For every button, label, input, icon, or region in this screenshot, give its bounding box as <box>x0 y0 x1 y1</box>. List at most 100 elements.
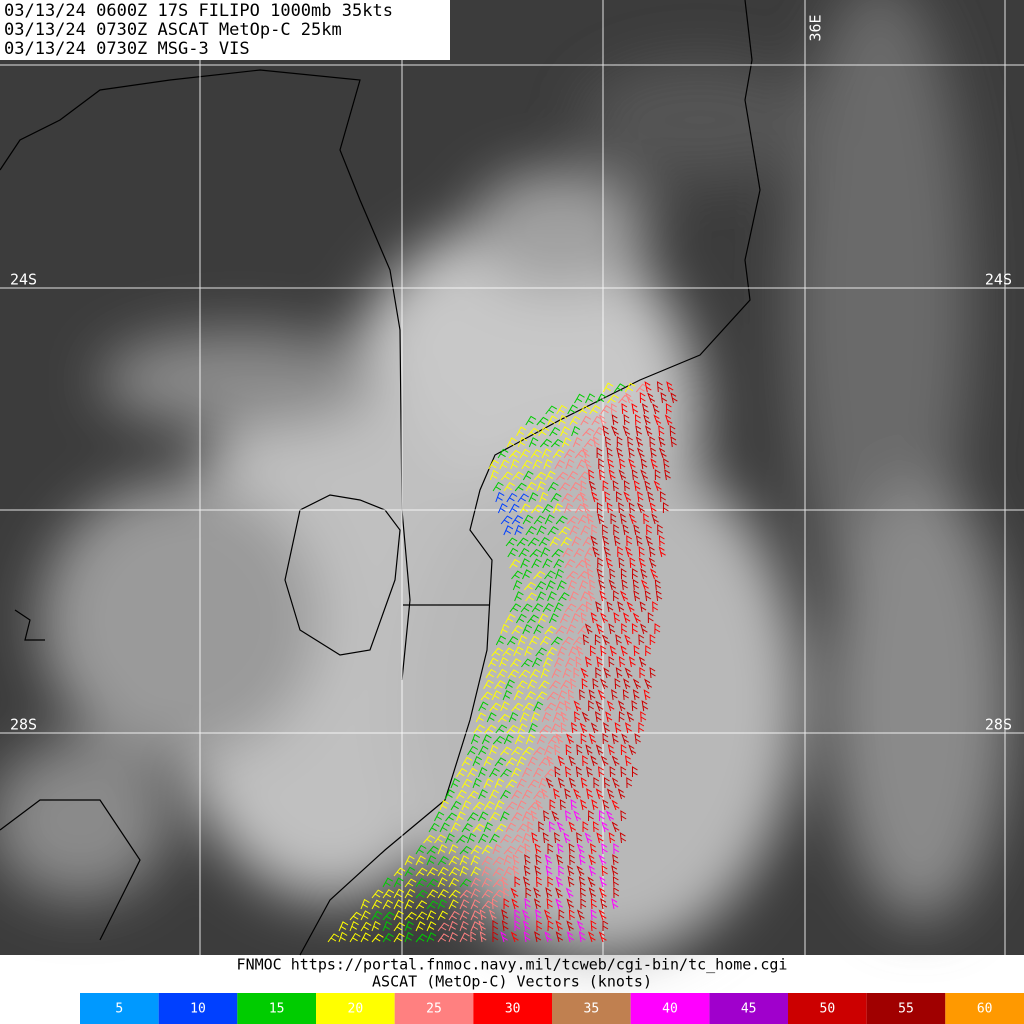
wind-barb <box>596 393 607 404</box>
wind-barb <box>580 525 591 536</box>
wind-barb <box>404 866 416 877</box>
wind-barb <box>654 469 661 481</box>
wind-barb <box>628 656 636 668</box>
wind-barb <box>610 513 617 525</box>
wind-barb <box>604 436 612 448</box>
wind-barb <box>514 482 527 492</box>
legend-swatch <box>394 993 474 1024</box>
wind-barb <box>494 757 507 767</box>
wind-barb <box>478 833 489 844</box>
footer-source: FNMOC https://portal.fnmoc.navy.mil/tcwe… <box>237 956 788 974</box>
wind-barb <box>478 766 488 778</box>
legend-swatch <box>709 993 788 1024</box>
wind-barb <box>538 537 550 547</box>
wind-barb <box>371 933 384 943</box>
wind-barb <box>611 755 620 767</box>
wind-barb <box>577 570 590 580</box>
wind-barb <box>555 568 564 580</box>
wind-barb <box>585 656 592 668</box>
wind-barb <box>544 625 557 635</box>
wind-barb <box>534 471 547 481</box>
wind-barb <box>611 821 620 833</box>
wind-barb <box>371 910 383 921</box>
wind-barb <box>500 931 508 943</box>
wind-barb <box>623 480 631 492</box>
wind-barb <box>512 865 520 877</box>
wind-barb <box>511 812 523 822</box>
wind-barb <box>592 546 600 558</box>
wind-barb <box>632 579 640 591</box>
header-line: 03/13/24 0730Z MSG-3 VIS <box>4 39 250 59</box>
wind-barb <box>475 712 487 723</box>
wind-barb <box>640 458 648 470</box>
legend-swatch <box>237 993 316 1024</box>
wind-barb <box>613 590 619 602</box>
wind-barb <box>624 755 632 767</box>
wind-barb <box>492 867 504 877</box>
wind-barb <box>522 876 531 888</box>
wind-barb <box>595 788 604 800</box>
wind-barb <box>434 811 445 822</box>
wind-barb <box>596 447 603 458</box>
wind-barb <box>483 679 494 690</box>
wind-barb <box>644 678 653 690</box>
wind-barb <box>575 645 584 657</box>
wind-barb <box>531 504 544 514</box>
wind-barb <box>649 667 656 679</box>
wind-barb <box>659 491 666 503</box>
wind-barb <box>404 899 415 910</box>
wind-barb <box>481 889 494 899</box>
wind-barb <box>415 878 427 888</box>
wind-barb <box>514 591 524 602</box>
wind-barb <box>544 470 556 481</box>
wind-barb <box>470 845 482 855</box>
wind-barb <box>509 558 521 569</box>
wind-barb <box>501 471 513 481</box>
wind-barb <box>524 898 531 910</box>
wind-barb <box>626 535 633 547</box>
wind-barb <box>527 679 538 690</box>
wind-barb <box>640 711 647 723</box>
wind-barb <box>601 865 608 877</box>
wind-barb <box>514 909 521 921</box>
wind-barb <box>621 733 629 745</box>
wind-barb <box>599 810 605 822</box>
legend-label: 30 <box>505 1002 521 1017</box>
wind-barb <box>615 667 623 679</box>
wind-barb <box>494 800 505 811</box>
wind-barb <box>503 898 510 910</box>
wind-barb <box>520 558 530 569</box>
wind-barb <box>603 546 611 558</box>
wind-barb <box>617 601 625 613</box>
wind-barb <box>589 645 596 657</box>
wind-barb <box>509 603 522 613</box>
wind-barb <box>605 810 614 822</box>
wind-barb <box>566 624 577 635</box>
wind-barb <box>448 877 460 888</box>
wind-barb <box>459 889 472 899</box>
wind-barb <box>631 623 638 635</box>
wind-barb <box>415 844 427 855</box>
wind-barb <box>520 603 533 613</box>
wind-barb <box>590 898 597 910</box>
wind-barb <box>658 425 665 437</box>
wind-barb <box>618 711 625 723</box>
wind-barb <box>500 768 512 778</box>
wind-barb <box>606 502 614 514</box>
wind-barb <box>524 645 534 657</box>
wind-barb <box>504 613 516 624</box>
wind-barb <box>555 887 563 899</box>
wind-barb <box>393 877 404 888</box>
lon-label: 36E <box>807 14 825 41</box>
wind-barb <box>461 800 472 811</box>
wind-barb <box>566 570 579 580</box>
wind-barb <box>536 591 547 602</box>
wind-barb <box>478 701 489 712</box>
wind-barb <box>597 689 606 701</box>
wind-barb <box>610 425 619 437</box>
wind-barb <box>459 932 470 943</box>
wind-barb <box>592 678 599 690</box>
wind-barb <box>579 722 588 734</box>
wind-barb <box>547 526 559 536</box>
